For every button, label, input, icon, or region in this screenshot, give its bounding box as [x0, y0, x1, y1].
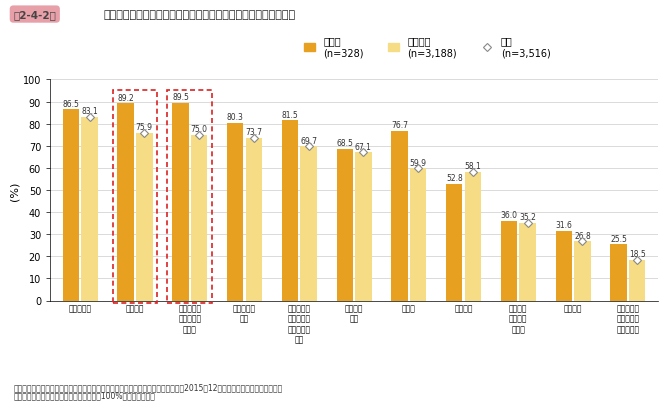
Text: 35.2: 35.2: [519, 213, 536, 222]
Bar: [63, 110, 79, 301]
Text: 75.9: 75.9: [136, 123, 153, 132]
Bar: [136, 134, 152, 301]
Bar: [501, 221, 517, 301]
Text: 第2-4-2図: 第2-4-2図: [13, 10, 56, 20]
Text: 18.5: 18.5: [629, 249, 645, 258]
Bar: [446, 184, 462, 301]
Text: 69.7: 69.7: [300, 136, 317, 146]
Text: 73.7: 73.7: [245, 128, 263, 137]
Text: 86.5: 86.5: [63, 99, 79, 108]
Bar: [227, 124, 243, 301]
Text: 26.8: 26.8: [574, 231, 591, 240]
Text: 企業規模別に見た事業の継続が困難になると想定しているリスク: 企業規模別に見た事業の継続が困難になると想定しているリスク: [104, 10, 296, 20]
Text: 67.1: 67.1: [355, 142, 372, 151]
Legend: 大企業
(n=328), 中小企業
(n=3,188), 全体
(n=3,516): 大企業 (n=328), 中小企業 (n=3,188), 全体 (n=3,516…: [303, 36, 550, 58]
Text: 68.5: 68.5: [336, 139, 353, 148]
Bar: [81, 117, 98, 301]
Bar: [520, 223, 536, 301]
Text: 59.9: 59.9: [409, 158, 427, 167]
Text: 83.1: 83.1: [81, 107, 98, 116]
Bar: [611, 245, 627, 301]
Text: 資料：中小企業庁委託「中小企業のリスクマネジメントへの取組に関する調査」（2015年12月、みずほ総合研究所（株））: 資料：中小企業庁委託「中小企業のリスクマネジメントへの取組に関する調査」（201…: [13, 382, 283, 391]
Text: 89.5: 89.5: [172, 93, 189, 102]
Bar: [191, 135, 207, 301]
Text: 76.7: 76.7: [391, 121, 408, 130]
Text: 81.5: 81.5: [282, 111, 299, 119]
Text: 58.1: 58.1: [464, 162, 481, 171]
Bar: [282, 121, 298, 301]
Bar: [574, 242, 591, 301]
Text: 31.6: 31.6: [555, 221, 572, 229]
Bar: [556, 231, 572, 301]
Bar: [167, 91, 212, 303]
Bar: [355, 153, 371, 301]
Bar: [112, 91, 158, 303]
Bar: [172, 103, 188, 301]
Bar: [391, 132, 407, 301]
Text: 89.2: 89.2: [118, 93, 134, 103]
Text: 52.8: 52.8: [446, 174, 463, 183]
Bar: [410, 169, 426, 301]
Bar: [465, 172, 481, 301]
Text: （注）　複数回答のため、合計は必ずしも100%にはならない。: （注） 複数回答のため、合計は必ずしも100%にはならない。: [13, 390, 155, 399]
Text: 80.3: 80.3: [226, 113, 244, 122]
Y-axis label: (%): (%): [10, 181, 20, 200]
Bar: [118, 104, 134, 301]
Bar: [337, 150, 353, 301]
Text: 36.0: 36.0: [500, 211, 518, 220]
Bar: [246, 138, 262, 301]
Text: 75.0: 75.0: [190, 125, 208, 134]
Bar: [301, 147, 317, 301]
Bar: [629, 260, 645, 301]
Text: 25.5: 25.5: [610, 234, 627, 243]
